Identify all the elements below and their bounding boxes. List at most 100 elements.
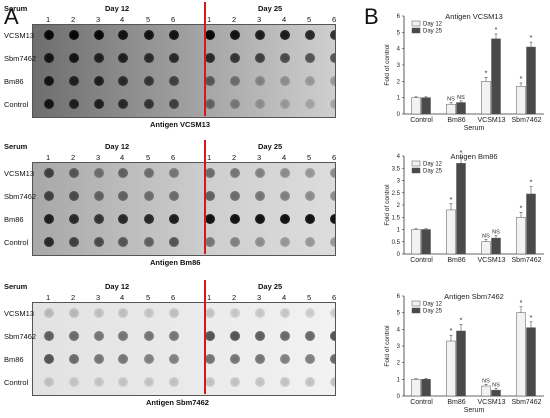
blot-dot bbox=[280, 191, 290, 201]
blot-dot bbox=[255, 76, 265, 86]
panel-a-label: A bbox=[4, 4, 19, 29]
blot-dot bbox=[205, 99, 215, 109]
bar bbox=[411, 229, 421, 255]
blot-dot bbox=[169, 237, 179, 247]
x-tick-label: Sbm7462 bbox=[512, 117, 542, 124]
y-tick-label: 2 bbox=[397, 361, 401, 367]
x-tick-label: Bm86 bbox=[447, 257, 465, 264]
blot-membrane bbox=[32, 162, 336, 256]
blot-dot bbox=[118, 30, 128, 40]
blot-dot bbox=[255, 53, 265, 63]
blot-dot bbox=[330, 191, 335, 201]
blot-dot bbox=[305, 237, 315, 247]
blot-dot bbox=[169, 168, 179, 178]
lane-number-8: 2 bbox=[232, 15, 237, 24]
y-tick-label: 5 bbox=[397, 30, 401, 36]
blot-dot bbox=[305, 354, 315, 364]
y-tick-label: 1 bbox=[397, 96, 401, 102]
y-tick-label: 3 bbox=[397, 179, 401, 185]
significance-label: NS bbox=[492, 383, 500, 389]
blot-dot bbox=[230, 191, 240, 201]
y-tick-label: 6 bbox=[397, 294, 401, 300]
lane-number-12: 6 bbox=[332, 153, 337, 162]
significance-label: NS bbox=[447, 97, 455, 103]
blot-dot bbox=[205, 30, 215, 40]
y-tick-label: 1 bbox=[397, 228, 401, 234]
blot-dot bbox=[280, 99, 290, 109]
legend-label: Day 12 bbox=[423, 22, 443, 28]
y-axis-label: Fold of control bbox=[384, 44, 391, 86]
blot-dot bbox=[144, 308, 154, 318]
blot-dot bbox=[169, 30, 179, 40]
x-tick-label: Sbm7462 bbox=[512, 399, 542, 406]
antigen-caption: Antigen VCSM13 bbox=[150, 120, 211, 129]
bar bbox=[411, 97, 421, 115]
row-label-vcsm13: VCSM13 bbox=[4, 309, 35, 318]
row-label-control: Control bbox=[4, 238, 29, 247]
blot-dot bbox=[255, 308, 265, 318]
blot-dot bbox=[94, 99, 104, 109]
lane-number-6: 6 bbox=[171, 153, 176, 162]
blot-dot bbox=[205, 191, 215, 201]
blot-dot bbox=[144, 99, 154, 109]
blot-dot bbox=[280, 76, 290, 86]
blot-dot bbox=[169, 99, 179, 109]
lane-number-4: 4 bbox=[120, 15, 125, 24]
lane-number-11: 5 bbox=[307, 293, 312, 302]
blot-dot bbox=[330, 308, 335, 318]
blot-dot bbox=[69, 30, 79, 40]
lane-number-3: 3 bbox=[96, 293, 101, 302]
antigen-caption: Antigen Sbm7462 bbox=[146, 398, 209, 407]
blot-dot bbox=[330, 377, 335, 387]
lane-number-1: 1 bbox=[46, 293, 51, 302]
lane-number-11: 5 bbox=[307, 153, 312, 162]
lane-number-5: 5 bbox=[146, 293, 151, 302]
blot-dot bbox=[205, 76, 215, 86]
blot-dot bbox=[230, 99, 240, 109]
blot-dot bbox=[44, 331, 54, 341]
lane-number-3: 3 bbox=[96, 153, 101, 162]
blot-dot bbox=[144, 53, 154, 63]
blot-dot bbox=[330, 53, 335, 63]
blot-dot bbox=[305, 308, 315, 318]
lane-number-2: 2 bbox=[71, 15, 76, 24]
bar bbox=[456, 163, 466, 255]
blot-dot bbox=[230, 53, 240, 63]
blot-dot bbox=[44, 377, 54, 387]
lane-number-9: 3 bbox=[257, 293, 262, 302]
blot-dot bbox=[94, 53, 104, 63]
bar bbox=[446, 340, 456, 397]
y-axis-label: Fold of control bbox=[384, 325, 391, 367]
blot-dot bbox=[305, 76, 315, 86]
blot-dot bbox=[69, 237, 79, 247]
y-tick-label: 1 bbox=[397, 377, 401, 383]
lane-number-9: 3 bbox=[257, 153, 262, 162]
blot-dot bbox=[69, 308, 79, 318]
bar bbox=[516, 217, 526, 255]
legend-label: Day 12 bbox=[423, 302, 443, 308]
blot-dot bbox=[280, 308, 290, 318]
blot-dot bbox=[280, 237, 290, 247]
blot-dot bbox=[144, 214, 154, 224]
blot-dot bbox=[205, 168, 215, 178]
day12-label: Day 12 bbox=[105, 142, 130, 151]
blot-dot bbox=[169, 331, 179, 341]
x-tick-label: VCSM13 bbox=[477, 399, 505, 406]
blot-dot bbox=[230, 214, 240, 224]
x-tick-label: Sbm7462 bbox=[512, 257, 542, 264]
y-tick-label: 4 bbox=[397, 154, 401, 160]
bar bbox=[526, 46, 536, 115]
day25-label: Day 25 bbox=[258, 142, 283, 151]
significance-label: NS bbox=[492, 230, 500, 236]
day-divider bbox=[204, 140, 206, 254]
blot-dot bbox=[118, 377, 128, 387]
legend-swatch bbox=[411, 20, 421, 27]
antigen-caption: Antigen Bm86 bbox=[150, 258, 201, 267]
bar bbox=[516, 85, 526, 115]
blot-dot bbox=[44, 76, 54, 86]
lane-number-5: 5 bbox=[146, 153, 151, 162]
blot-dot bbox=[144, 354, 154, 364]
legend-label: Day 25 bbox=[423, 29, 443, 35]
y-tick-label: 4 bbox=[397, 327, 401, 333]
blot-dot bbox=[44, 99, 54, 109]
